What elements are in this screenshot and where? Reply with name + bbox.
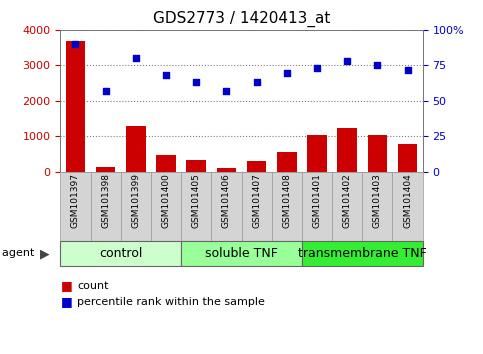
Bar bbox=[247, 161, 267, 172]
Text: GSM101397: GSM101397 bbox=[71, 173, 80, 228]
Text: transmembrane TNF: transmembrane TNF bbox=[298, 247, 426, 260]
Text: agent: agent bbox=[2, 249, 38, 258]
Text: GSM101407: GSM101407 bbox=[252, 173, 261, 228]
Text: GSM101399: GSM101399 bbox=[131, 173, 141, 228]
Bar bbox=[156, 155, 176, 172]
Bar bbox=[337, 128, 357, 172]
Point bbox=[343, 58, 351, 64]
Bar bbox=[307, 135, 327, 172]
Point bbox=[283, 70, 291, 75]
Point bbox=[71, 41, 79, 47]
Text: GSM101405: GSM101405 bbox=[192, 173, 201, 228]
Point bbox=[373, 63, 381, 68]
Bar bbox=[216, 168, 236, 172]
Bar bbox=[66, 41, 85, 172]
Text: GSM101406: GSM101406 bbox=[222, 173, 231, 228]
Title: GDS2773 / 1420413_at: GDS2773 / 1420413_at bbox=[153, 11, 330, 27]
Text: ■: ■ bbox=[60, 279, 72, 292]
Point bbox=[313, 65, 321, 71]
Text: GSM101402: GSM101402 bbox=[342, 173, 352, 228]
Point bbox=[132, 56, 140, 61]
Text: count: count bbox=[77, 281, 109, 291]
Point bbox=[253, 80, 260, 85]
Text: ▶: ▶ bbox=[40, 247, 49, 260]
Text: GSM101404: GSM101404 bbox=[403, 173, 412, 228]
Point bbox=[162, 73, 170, 78]
Bar bbox=[277, 152, 297, 172]
Bar bbox=[126, 126, 146, 172]
Point bbox=[404, 67, 412, 73]
Text: percentile rank within the sample: percentile rank within the sample bbox=[77, 297, 265, 307]
Bar bbox=[96, 167, 115, 172]
Text: control: control bbox=[99, 247, 142, 260]
Point bbox=[223, 88, 230, 94]
Text: GSM101403: GSM101403 bbox=[373, 173, 382, 228]
Text: soluble TNF: soluble TNF bbox=[205, 247, 278, 260]
Bar bbox=[398, 144, 417, 172]
Text: GSM101408: GSM101408 bbox=[282, 173, 291, 228]
Point bbox=[192, 80, 200, 85]
Text: GSM101398: GSM101398 bbox=[101, 173, 110, 228]
Text: ■: ■ bbox=[60, 295, 72, 308]
Bar bbox=[368, 135, 387, 172]
Text: GSM101400: GSM101400 bbox=[161, 173, 170, 228]
Point bbox=[102, 88, 110, 94]
Bar bbox=[186, 160, 206, 172]
Text: GSM101401: GSM101401 bbox=[313, 173, 322, 228]
